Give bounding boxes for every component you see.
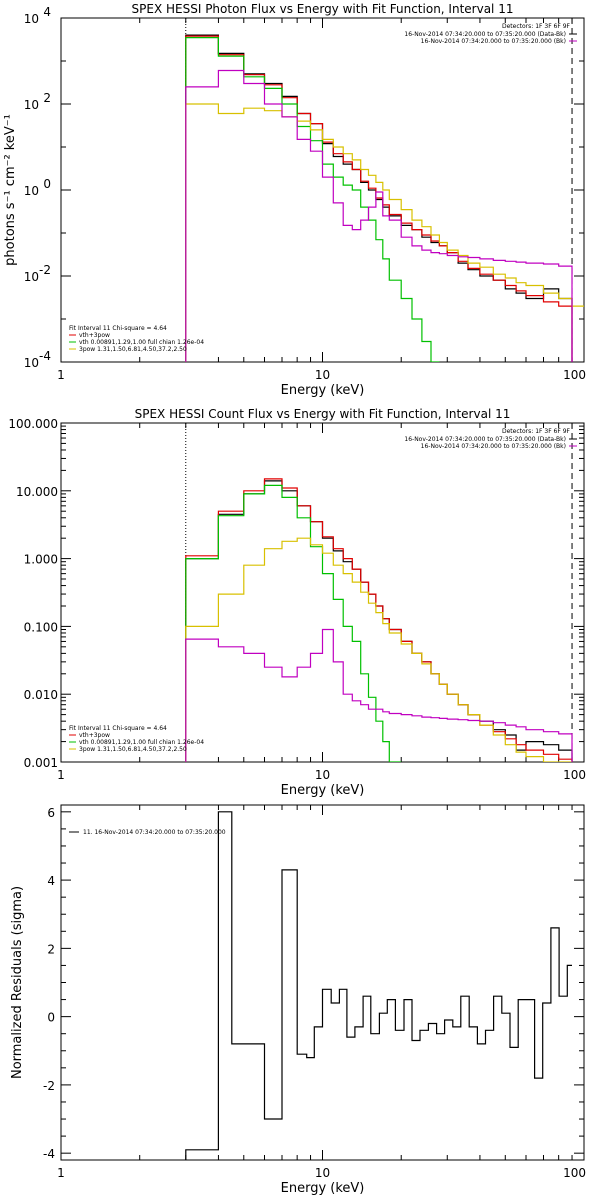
legend-header: Detectors: 1F 3F 6F 9F [502,23,571,30]
y-tick-exponent: 2 [43,91,51,105]
series-data-bk [185,480,573,762]
series-vth [185,37,440,362]
y-tick-exponent: -2 [39,263,51,277]
x-tick-label: 100 [563,368,586,382]
y-tick-label: 0.100 [24,620,58,634]
photon-flux-panel: SPEX HESSI Photon Flux vs Energy with Fi… [3,2,586,398]
legend-entry-text: 3pow 1.31,1.50,6.81,4.50,37.2,2.50 [79,346,187,353]
y-tick-label: 10 [24,356,39,370]
plot-area [185,18,584,362]
plot-area [185,423,573,762]
legend-entry-text: vth 0.00891,1.29,1.00 full chian 1.26e-0… [79,339,204,346]
y-tick-exponent: -4 [39,349,51,363]
y-tick-exponent: 4 [43,5,51,19]
x-tick-label: 100 [563,768,586,782]
legend-entry-text: 16-Nov-2014 07:34:20.000 to 07:35:20.000… [421,38,566,45]
series-bk [185,69,573,362]
y-tick-label: 10 [24,98,39,112]
residuals-panel: 1 10 100 Energy (keV) -4 -2 0 2 4 6 Normalized Res… [10,804,586,1196]
x-axis-label: Energy (keV) [281,783,365,798]
y-tick-label: 10 [24,184,39,198]
y-axis-label: photons s⁻¹ cm⁻² keV⁻¹ [3,114,18,266]
chart-title: SPEX HESSI Count Flux vs Energy with Fit… [135,407,511,421]
series-residuals [185,811,572,1160]
plot-frame [60,422,585,763]
x-tick-label: 1 [57,1166,65,1180]
series-3pow [185,537,572,762]
legend-header: Fit Interval 11 Chi-square = 4.64 [69,325,167,332]
y-tick-label: 100.000 [8,417,58,431]
count-flux-panel: SPEX HESSI Count Flux vs Energy with Fit… [8,407,586,798]
legend-entry-text: 16-Nov-2014 07:34:20.000 to 07:35:20.000… [404,436,566,443]
y-tick-label: 0.001 [24,756,58,770]
x-tick-label: 10 [315,768,330,782]
series-vth [185,484,402,762]
x-tick-label: 10 [315,1166,330,1180]
y-tick-label: 10.000 [16,485,58,499]
y-tick-label: 1.000 [24,553,58,567]
legend-header: Fit Interval 11 Chi-square = 4.64 [69,725,167,732]
y-axis-label: Normalized Residuals (sigma) [10,886,25,1079]
plot-frame [60,17,585,363]
y-tick-label: 6 [47,806,55,820]
y-tick-label: -2 [43,1079,55,1093]
legend-entry-text: 16-Nov-2014 07:34:20.000 to 07:35:20.000… [404,31,566,38]
y-tick-label: -4 [43,1147,55,1161]
legend-header: Detectors: 1F 3F 6F 9F [502,428,571,435]
x-axis-label: Energy (keV) [281,1181,365,1196]
legend-entry-text: vth+3pow [79,332,110,339]
legend-entry-text: 3pow 1.31,1.50,6.81,4.50,37.2,2.50 [79,746,187,753]
y-tick-label: 0.010 [24,688,58,702]
series-3pow [185,103,584,362]
chart-title: SPEX HESSI Photon Flux vs Energy with Fi… [132,2,514,16]
legend-entry-text: 11. 16-Nov-2014 07:34:20.000 to 07:35:20… [83,829,226,836]
x-axis-label: Energy (keV) [281,383,365,398]
plot-area [185,811,572,1160]
y-tick-label: 10 [24,12,39,26]
x-tick-label: 10 [315,368,330,382]
y-tick-label: 10 [24,270,39,284]
series-vth-3pow [185,478,573,762]
series-bk [185,628,573,762]
legend-entry-text: vth 0.00891,1.29,1.00 full chian 1.26e-0… [79,739,204,746]
plot-frame [60,804,585,1161]
y-tick-label: 0 [47,1011,55,1025]
y-tick-exponent: 0 [43,177,51,191]
x-tick-label: 1 [57,368,65,382]
y-tick-label: 4 [47,874,55,888]
x-tick-label: 1 [57,768,65,782]
x-tick-label: 100 [563,1166,586,1180]
legend-entry-text: 16-Nov-2014 07:34:20.000 to 07:35:20.000… [421,443,566,450]
y-tick-label: 2 [47,942,55,956]
legend-entry-text: vth+3pow [79,732,110,739]
